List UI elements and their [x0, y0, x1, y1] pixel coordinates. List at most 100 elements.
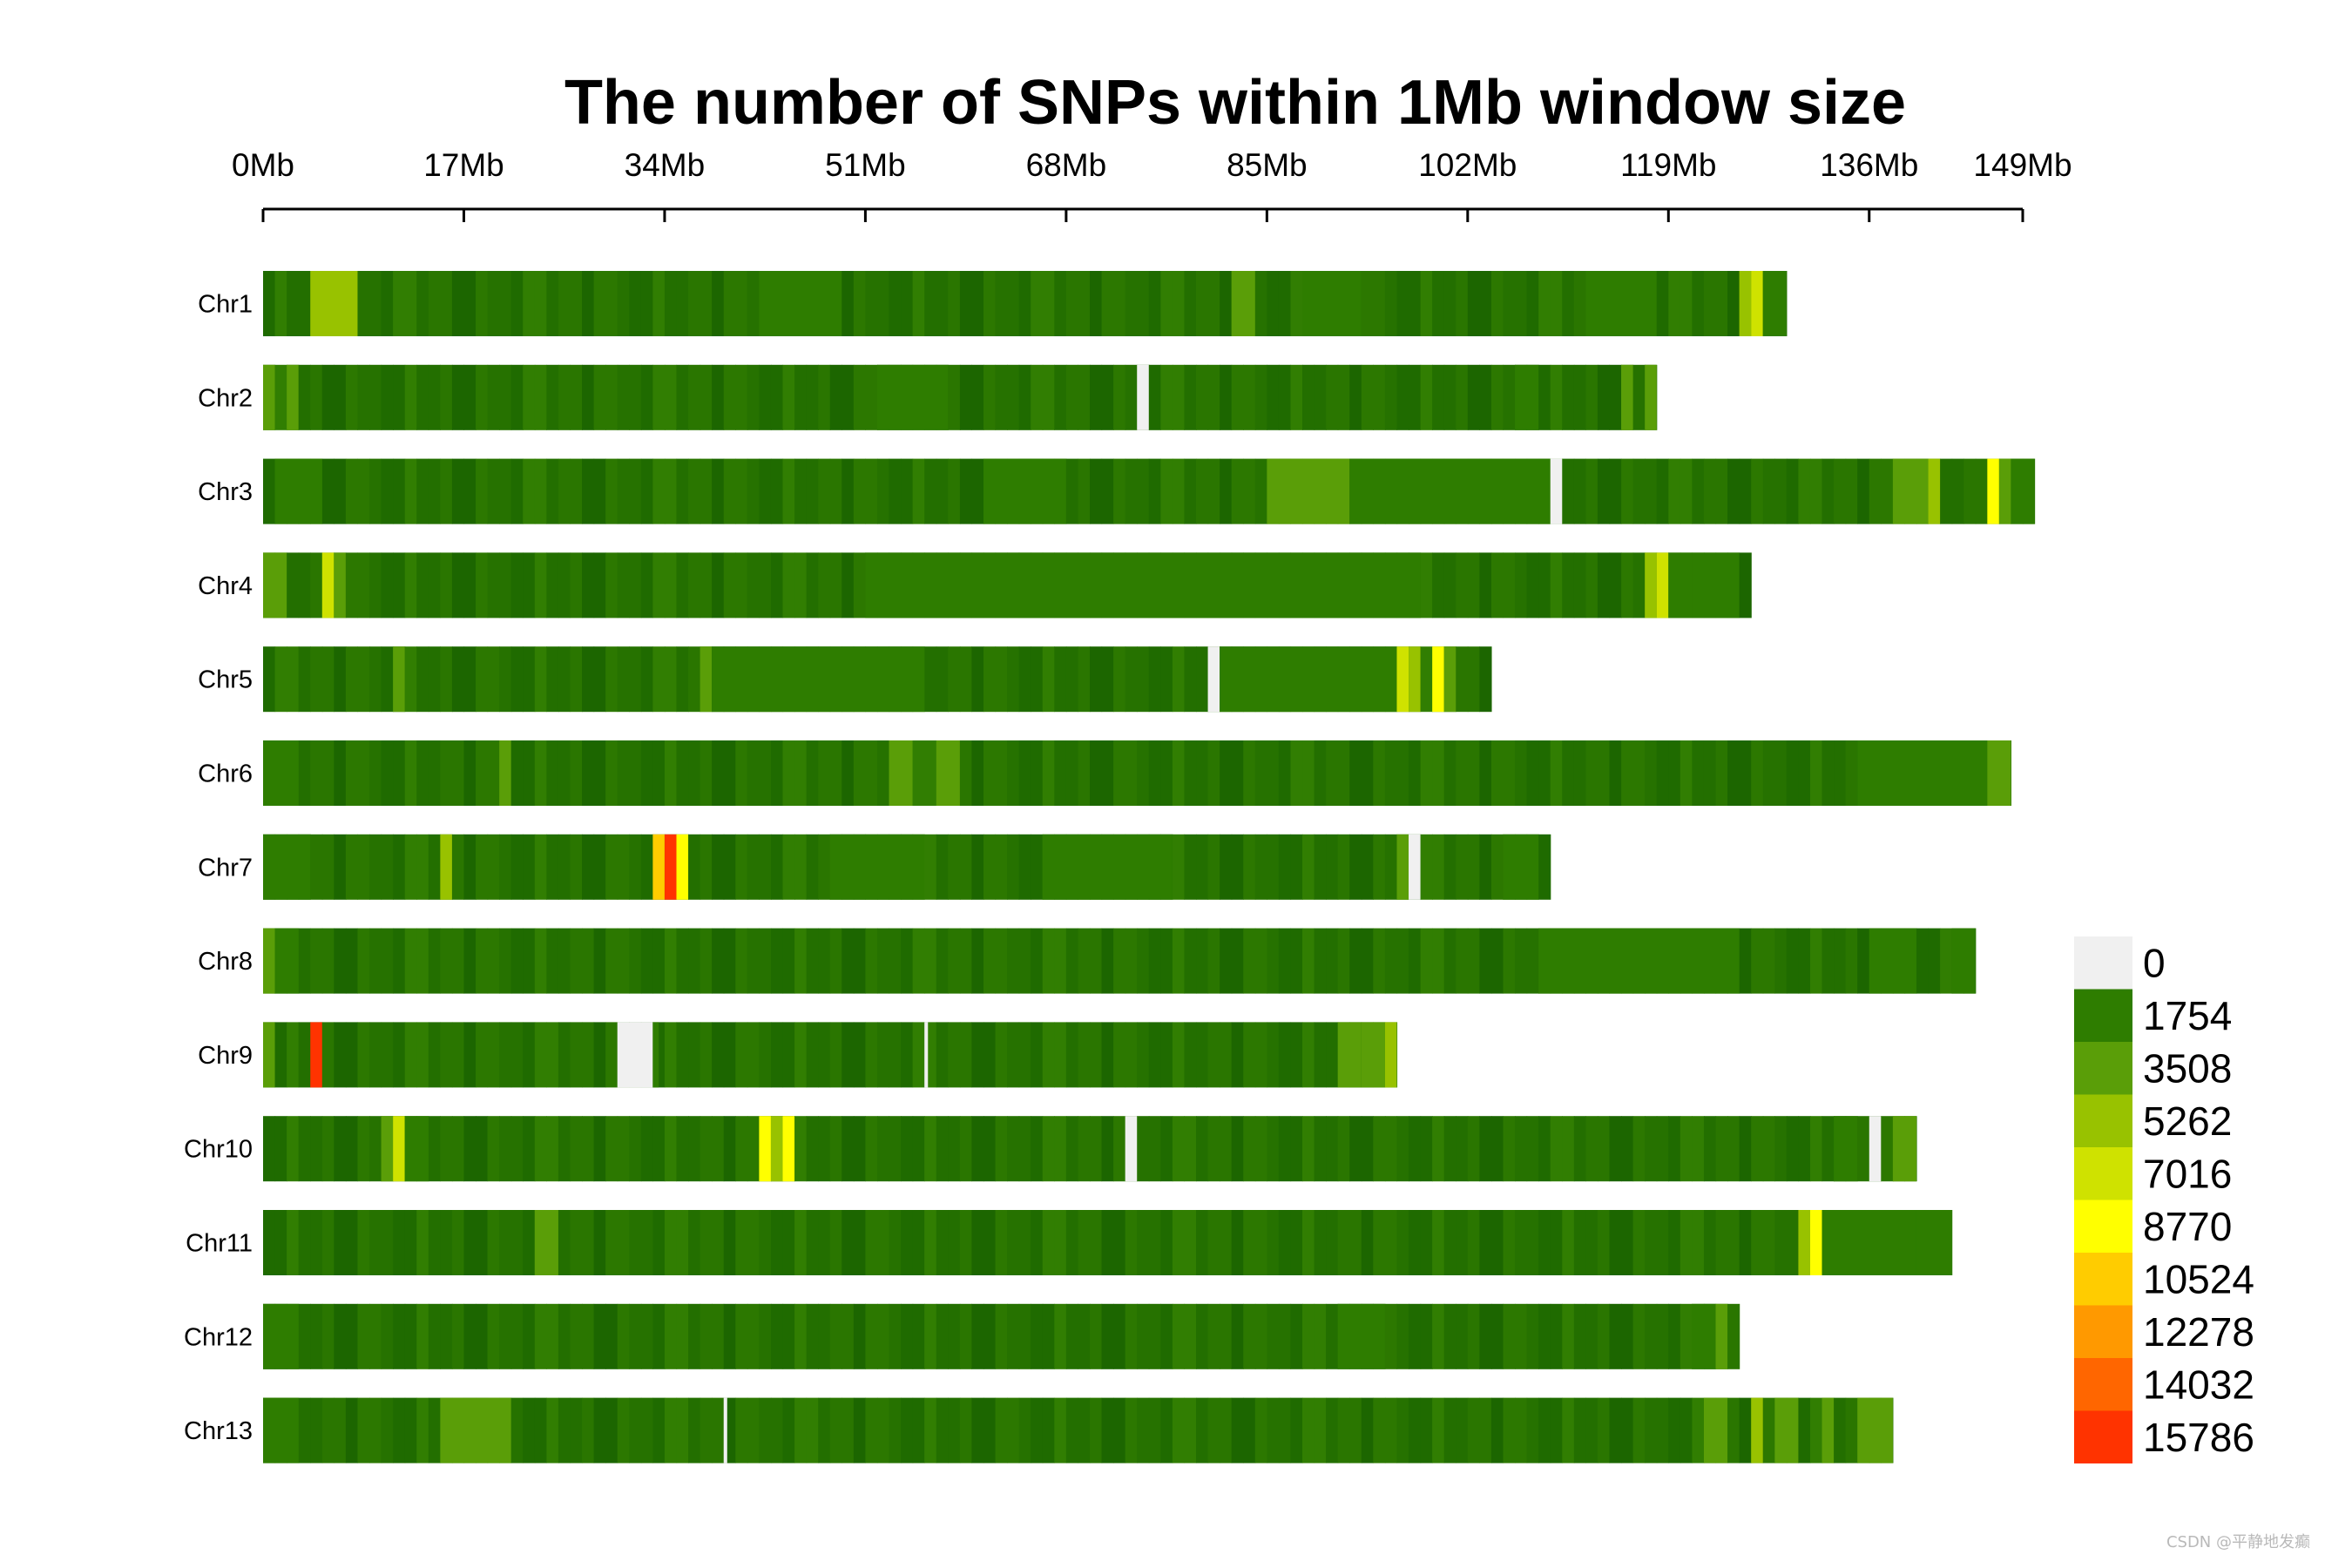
snp-density-segment	[1798, 1210, 1810, 1275]
snp-window	[1326, 1210, 1339, 1275]
snp-window	[334, 1210, 347, 1275]
snp-density-segment	[1409, 834, 1421, 900]
snp-window	[1220, 834, 1233, 900]
snp-window	[1101, 458, 1114, 524]
snp-window	[1798, 928, 1811, 994]
snp-window	[841, 1303, 855, 1369]
chromosome-bars: Chr1 Chr2 Chr3 Chr4 Chr5 Chr6 Chr7 Chr8 Chr9 Chr1…	[184, 271, 2036, 1463]
snp-window	[629, 646, 642, 713]
snp-window	[1409, 1303, 1422, 1369]
snp-window	[1196, 646, 1209, 713]
snp-window	[617, 1303, 630, 1369]
snp-window	[1821, 928, 1835, 994]
snp-window	[959, 1210, 973, 1275]
legend-swatch	[2074, 1253, 2132, 1306]
snp-window	[463, 552, 476, 618]
snp-window	[1196, 1210, 1209, 1275]
snp-window	[1727, 1116, 1740, 1182]
snp-window	[1078, 458, 1091, 524]
snp-window	[700, 834, 713, 900]
snp-window	[1184, 1397, 1197, 1463]
snp-window	[1609, 1303, 1622, 1369]
snp-window	[1645, 740, 1658, 806]
snp-window	[959, 364, 973, 430]
snp-window	[1798, 1397, 1811, 1463]
snp-window	[1443, 1397, 1456, 1463]
snp-window	[948, 458, 961, 524]
snp-window	[1148, 458, 1161, 524]
snp-window	[1018, 1397, 1031, 1463]
snp-window	[570, 552, 583, 618]
snp-density-segment	[1834, 1116, 1858, 1182]
snp-window	[369, 271, 382, 336]
legend-label: 15786	[2143, 1415, 2254, 1460]
snp-window	[676, 271, 689, 336]
snp-density-segment	[1515, 364, 1539, 430]
snp-window	[1349, 1116, 1362, 1182]
snp-window	[428, 364, 441, 430]
snp-window	[1031, 740, 1044, 806]
snp-window	[1573, 740, 1586, 806]
snp-window	[523, 271, 536, 336]
snp-window	[652, 552, 666, 618]
snp-window	[1113, 458, 1126, 524]
snp-window	[1562, 552, 1575, 618]
snp-window	[1479, 1303, 1492, 1369]
snp-window	[1609, 1397, 1622, 1463]
legend-swatch	[2074, 1305, 2132, 1358]
snp-density-segment	[876, 364, 949, 430]
snp-window	[1479, 1397, 1492, 1463]
snp-window	[1113, 364, 1126, 430]
snp-window	[936, 1210, 949, 1275]
snp-window	[1078, 1397, 1091, 1463]
snp-window	[393, 1397, 406, 1463]
snp-window	[499, 552, 512, 618]
snp-window	[664, 1397, 678, 1463]
snp-window	[287, 1116, 300, 1182]
snp-window	[546, 646, 559, 713]
snp-window	[971, 364, 984, 430]
snp-window	[1113, 1022, 1126, 1088]
snp-window	[747, 1116, 760, 1182]
snp-window	[1101, 1022, 1114, 1088]
snp-window	[1089, 1022, 1103, 1088]
snp-window	[629, 1303, 642, 1369]
legend-swatch	[2074, 1147, 2132, 1200]
snp-window	[1148, 364, 1161, 430]
legend-swatch	[2074, 1200, 2132, 1253]
snp-window	[546, 1116, 559, 1182]
snp-window	[1585, 552, 1598, 618]
snp-density-segment	[1384, 1022, 1397, 1088]
snp-window	[1101, 740, 1114, 806]
snp-window	[1184, 834, 1197, 900]
snp-window	[1739, 740, 1752, 806]
snp-window	[1065, 271, 1079, 336]
snp-window	[1172, 1397, 1186, 1463]
snp-window	[510, 271, 524, 336]
snp-window	[357, 552, 370, 618]
snp-window	[1160, 364, 1173, 430]
snp-window	[829, 1116, 842, 1182]
snp-window	[1774, 740, 1788, 806]
snp-window	[1137, 1116, 1150, 1182]
x-tick-label: 51Mb	[825, 147, 906, 183]
snp-window	[593, 1210, 606, 1275]
snp-window	[416, 740, 429, 806]
snp-window	[1834, 928, 1847, 994]
snp-window	[700, 1210, 713, 1275]
snp-window	[510, 458, 524, 524]
snp-window	[558, 928, 571, 994]
snp-window	[735, 1116, 748, 1182]
snp-window	[948, 1116, 961, 1182]
snp-window	[1078, 364, 1091, 430]
snp-window	[1031, 646, 1044, 713]
snp-window	[1550, 1116, 1563, 1182]
snp-window	[889, 458, 902, 524]
snp-window	[876, 1116, 890, 1182]
snp-window	[334, 928, 347, 994]
snp-window	[357, 1397, 370, 1463]
snp-window	[1148, 1210, 1161, 1275]
snp-window	[404, 1397, 417, 1463]
watermark-text: CSDN @平静地发癫	[2166, 1533, 2310, 1551]
snp-window	[1609, 364, 1622, 430]
